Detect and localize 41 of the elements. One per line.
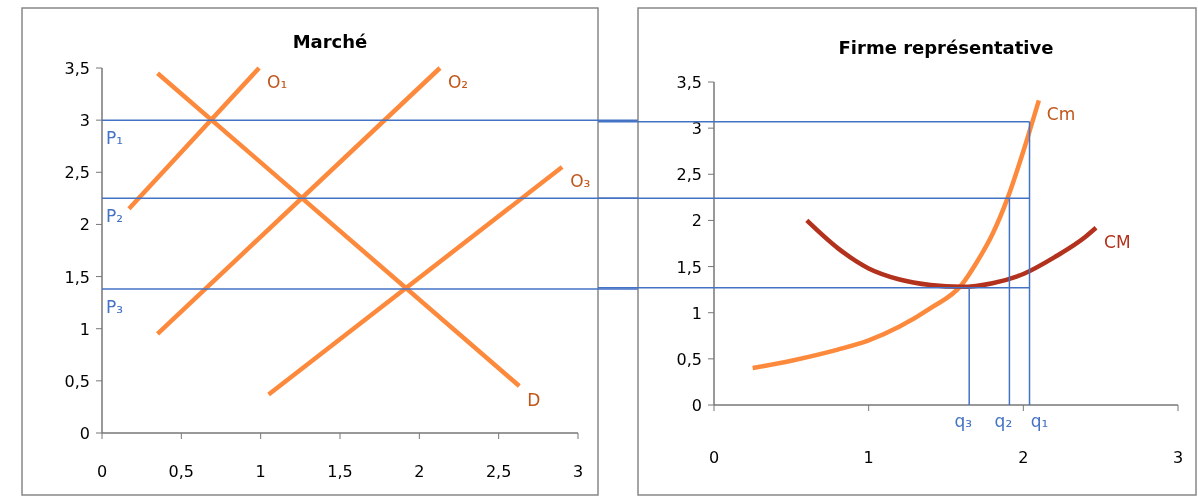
y-tick-label: 1 [691, 303, 702, 323]
x-tick-label: 3 [1172, 448, 1184, 467]
series-label: D [527, 390, 541, 411]
x-tick-label: 0 [96, 462, 108, 481]
y-tick-label: 1,5 [676, 257, 702, 277]
y-tick-label: 0,5 [64, 371, 90, 391]
x-tick-label: 1,5 [327, 462, 353, 481]
chart-title: Marché [292, 31, 368, 52]
x-tick-label: 0,5 [168, 462, 195, 481]
series-label: CM [1104, 231, 1131, 252]
y-tick-label: 2 [79, 215, 90, 235]
x-tick-label: 1 [863, 448, 874, 467]
y-tick-label: 2,5 [64, 163, 90, 183]
y-tick-label: 1,5 [64, 267, 90, 287]
y-tick-label: 0,5 [676, 349, 702, 369]
x-tick-label: 0 [708, 448, 720, 467]
x-tick-label: 2,5 [485, 462, 512, 481]
ref-line-label: q₃ [954, 411, 972, 431]
ref-line-label: q₂ [994, 411, 1013, 431]
y-tick-label: 0 [691, 396, 702, 415]
y-tick-label: 3 [691, 119, 702, 139]
y-tick-label: 1 [79, 319, 90, 339]
y-tick-label: 3,5 [64, 59, 90, 78]
x-tick-label: 3 [572, 462, 584, 481]
x-tick-label: 2 [1018, 448, 1029, 467]
series-label: O₂ [447, 72, 469, 92]
y-tick-label: 2,5 [676, 165, 702, 185]
ref-line-label: q₁ [1030, 411, 1049, 431]
ref-line-label: P₂ [106, 206, 124, 227]
chart-title: Firme représentative [838, 37, 1054, 58]
series-label: O₁ [267, 72, 288, 92]
ref-line-label: P₃ [106, 297, 124, 318]
series-label: O₃ [570, 171, 591, 192]
ref-line-label: P₁ [106, 128, 124, 149]
x-tick-label: 2 [414, 462, 425, 481]
y-tick-label: 0 [79, 424, 90, 443]
y-tick-label: 2 [691, 211, 702, 231]
y-tick-label: 3 [79, 111, 90, 131]
series-label: Cm [1046, 104, 1076, 125]
x-tick-label: 1 [255, 462, 266, 481]
y-tick-label: 3,5 [676, 73, 702, 92]
